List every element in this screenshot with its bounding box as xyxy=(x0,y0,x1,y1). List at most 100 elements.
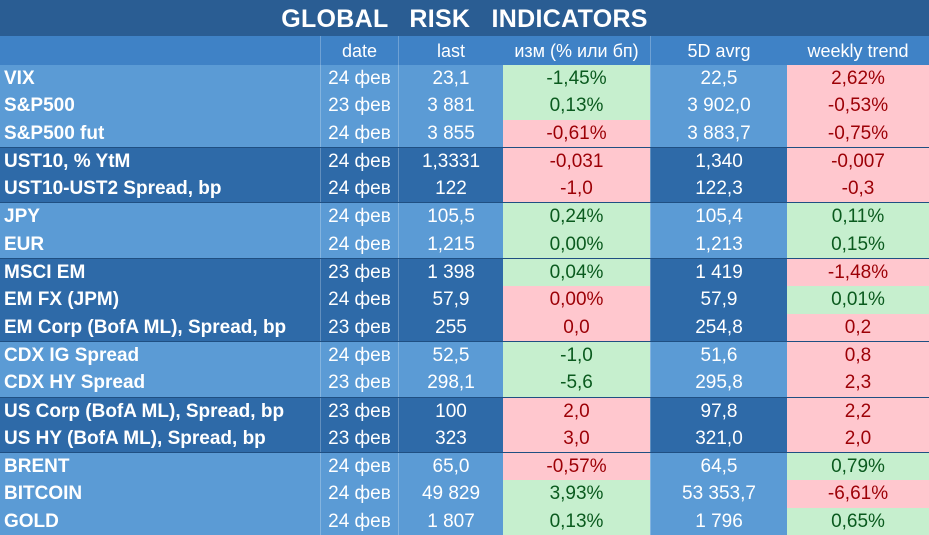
row-5d-avg: 57,9 xyxy=(650,286,787,314)
row-last: 298,1 xyxy=(398,369,503,397)
header-date: date xyxy=(320,36,398,65)
row-weekly-trend: -0,53% xyxy=(787,92,929,120)
row-change: 0,0 xyxy=(503,313,650,341)
row-name: UST10-UST2 Spread, bp xyxy=(0,175,320,203)
row-weekly-trend: 0,65% xyxy=(787,507,929,535)
table-title: GLOBAL RISK INDICATORS xyxy=(0,0,929,36)
row-date: 23 фев xyxy=(320,369,398,397)
table-row: CDX HY Spread 23 фев 298,1 -5,6 295,8 2,3 xyxy=(0,369,929,397)
row-change: 3,0 xyxy=(503,424,650,453)
row-5d-avg: 22,5 xyxy=(650,65,787,93)
header-change: изм (% или бп) xyxy=(514,41,639,61)
table-row: MSCI EM 23 фев 1 398 0,04% 1 419 -1,48% xyxy=(0,258,929,287)
row-weekly-trend: 0,01% xyxy=(787,286,929,314)
row-change: 0,04% xyxy=(503,259,650,287)
row-date: 23 фев xyxy=(320,259,398,287)
row-5d-avg: 64,5 xyxy=(650,453,787,481)
row-name: VIX xyxy=(0,65,320,93)
table-row: EM FX (JPM) 24 фев 57,9 0,00% 57,9 0,01% xyxy=(0,286,929,314)
row-change: 0,24% xyxy=(503,203,650,231)
row-last: 105,5 xyxy=(398,203,503,231)
row-5d-avg: 3 883,7 xyxy=(650,119,787,147)
row-date: 24 фев xyxy=(320,65,398,93)
row-name: EM Corp (BofA ML), Spread, bp xyxy=(0,313,320,341)
table-row: US HY (BofA ML), Spread, bp 23 фев 323 3,0 3… xyxy=(0,424,929,453)
row-date: 24 фев xyxy=(320,453,398,481)
row-last: 1,215 xyxy=(398,230,503,259)
row-5d-avg: 122,3 xyxy=(650,175,787,203)
table-row: BITCOIN 24 фев 49 829 3,93% 53 353,7 -6,61% xyxy=(0,480,929,508)
row-weekly-trend: 2,2 xyxy=(787,397,929,425)
row-date: 24 фев xyxy=(320,230,398,259)
row-last: 323 xyxy=(398,424,503,453)
row-last: 255 xyxy=(398,313,503,341)
row-name: S&P500 xyxy=(0,92,320,120)
row-date: 23 фев xyxy=(320,313,398,341)
row-name: US HY (BofA ML), Spread, bp xyxy=(0,424,320,453)
row-name: US Corp (BofA ML), Spread, bp xyxy=(0,397,320,425)
row-weekly-trend: -0,3 xyxy=(787,175,929,203)
table-row: EUR 24 фев 1,215 0,00% 1,213 0,15% xyxy=(0,230,929,259)
row-last: 49 829 xyxy=(398,480,503,508)
table-row: CDX IG Spread 24 фев 52,5 -1,0 51,6 0,8 xyxy=(0,340,929,370)
table-row: VIX 24 фев 23,1 -1,45% 22,5 2,62% xyxy=(0,65,929,93)
row-weekly-trend: -0,75% xyxy=(787,119,929,147)
row-weekly-trend: 0,8 xyxy=(787,341,929,370)
table-row: UST10, % YtM 24 фев 1,3331 -0,031 1,340 -0,00… xyxy=(0,146,929,176)
row-last: 1 807 xyxy=(398,507,503,535)
row-change: -1,0 xyxy=(503,175,650,203)
row-last: 100 xyxy=(398,397,503,425)
table-body: VIX 24 фев 23,1 -1,45% 22,5 2,62% S&P500 23 фев… xyxy=(0,65,929,535)
row-5d-avg: 295,8 xyxy=(650,369,787,397)
row-date: 24 фев xyxy=(320,507,398,535)
row-date: 23 фев xyxy=(320,92,398,120)
row-change: 2,0 xyxy=(503,397,650,425)
table-row: S&P500 fut 24 фев 3 855 -0,61% 3 883,7 -0,75% xyxy=(0,119,929,147)
table-row: GOLD 24 фев 1 807 0,13% 1 796 0,65% xyxy=(0,507,929,535)
row-weekly-trend: 0,2 xyxy=(787,313,929,341)
row-last: 1,3331 xyxy=(398,147,503,176)
row-name: BITCOIN xyxy=(0,480,320,508)
table-row: EM Corp (BofA ML), Spread, bp 23 фев 255 0,… xyxy=(0,313,929,341)
row-last: 1 398 xyxy=(398,259,503,287)
row-5d-avg: 53 353,7 xyxy=(650,480,787,508)
row-5d-avg: 3 902,0 xyxy=(650,92,787,120)
row-5d-avg: 51,6 xyxy=(650,341,787,370)
table-row: JPY 24 фев 105,5 0,24% 105,4 0,11% xyxy=(0,202,929,231)
header-name xyxy=(0,36,320,65)
row-5d-avg: 1,213 xyxy=(650,230,787,259)
row-date: 23 фев xyxy=(320,424,398,453)
row-date: 24 фев xyxy=(320,203,398,231)
row-5d-avg: 254,8 xyxy=(650,313,787,341)
header-weekly-trend: weekly trend xyxy=(807,41,909,61)
row-name: CDX IG Spread xyxy=(0,341,320,370)
row-weekly-trend: 0,79% xyxy=(787,453,929,481)
header-row: date last изм (% или бп) 5D avrg weekly … xyxy=(0,36,929,65)
row-weekly-trend: -1,48% xyxy=(787,259,929,287)
row-name: JPY xyxy=(0,203,320,231)
row-name: UST10, % YtM xyxy=(0,147,320,176)
row-name: EM FX (JPM) xyxy=(0,286,320,314)
row-last: 23,1 xyxy=(398,65,503,93)
row-last: 65,0 xyxy=(398,453,503,481)
header-5d-avg: 5D avrg xyxy=(650,36,787,65)
row-weekly-trend: -6,61% xyxy=(787,480,929,508)
row-change: 0,00% xyxy=(503,230,650,259)
row-date: 24 фев xyxy=(320,341,398,370)
table-row: UST10-UST2 Spread, bp 24 фев 122 -1,0 122,3-… xyxy=(0,175,929,203)
row-date: 23 фев xyxy=(320,397,398,425)
row-change: -1,0 xyxy=(503,341,650,370)
table-row: BRENT 24 фев 65,0 -0,57% 64,5 0,79% xyxy=(0,452,929,481)
row-5d-avg: 97,8 xyxy=(650,397,787,425)
row-change: -1,45% xyxy=(503,65,650,93)
row-last: 52,5 xyxy=(398,341,503,370)
row-last: 122 xyxy=(398,175,503,203)
row-last: 3 855 xyxy=(398,119,503,147)
row-change: 0,13% xyxy=(503,92,650,120)
row-weekly-trend: 0,15% xyxy=(787,230,929,259)
row-change: 3,93% xyxy=(503,480,650,508)
row-change: 0,13% xyxy=(503,507,650,535)
row-weekly-trend: 2,0 xyxy=(787,424,929,453)
row-weekly-trend: -0,007 xyxy=(787,147,929,176)
